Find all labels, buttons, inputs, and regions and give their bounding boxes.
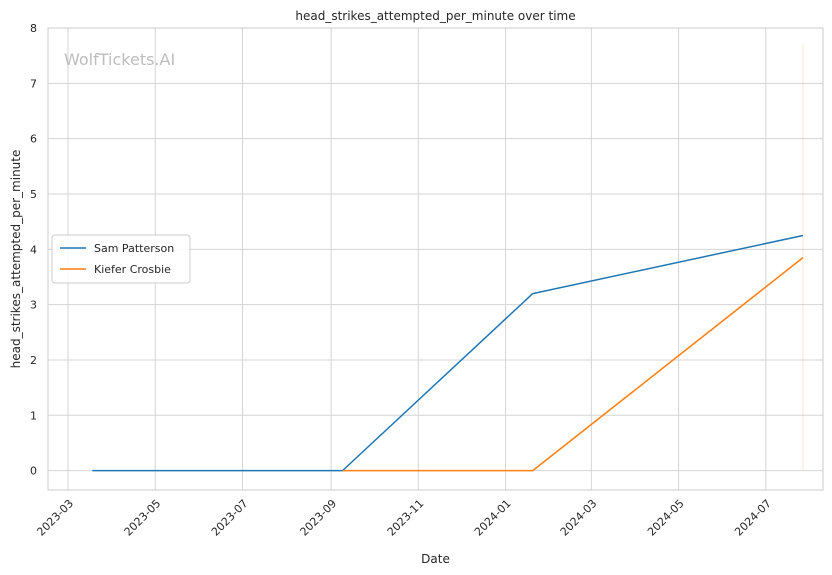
series-line [92, 234, 804, 472]
legend-label: Kiefer Crosbie [94, 263, 171, 276]
y-tick-label: 0 [30, 465, 37, 478]
y-tick-label: 2 [30, 354, 37, 367]
legend-box [51, 234, 191, 284]
y-tick-label: 4 [30, 243, 37, 256]
series-line [342, 257, 804, 472]
y-tick-labels: 0 1 2 3 4 5 6 7 8 [30, 22, 37, 478]
y-tick-label: 6 [30, 133, 37, 146]
y-tick-label: 1 [30, 409, 37, 422]
legend: Sam Patterson Kiefer Crosbie [51, 234, 191, 284]
chart-title: head_strikes_attempted_per_minute over t… [295, 9, 575, 23]
watermark: WolfTickets.AI [64, 50, 175, 69]
series-lines [92, 234, 804, 472]
y-tick-label: 3 [30, 299, 37, 312]
y-axis-title: head_strikes_attempted_per_minute [9, 150, 23, 369]
y-tick-label: 5 [30, 188, 37, 201]
legend-label: Sam Patterson [94, 242, 174, 255]
x-axis-title: Date [421, 552, 450, 566]
y-tick-label: 8 [30, 22, 37, 35]
y-tick-label: 7 [30, 77, 37, 90]
plot-frame [47, 27, 824, 491]
